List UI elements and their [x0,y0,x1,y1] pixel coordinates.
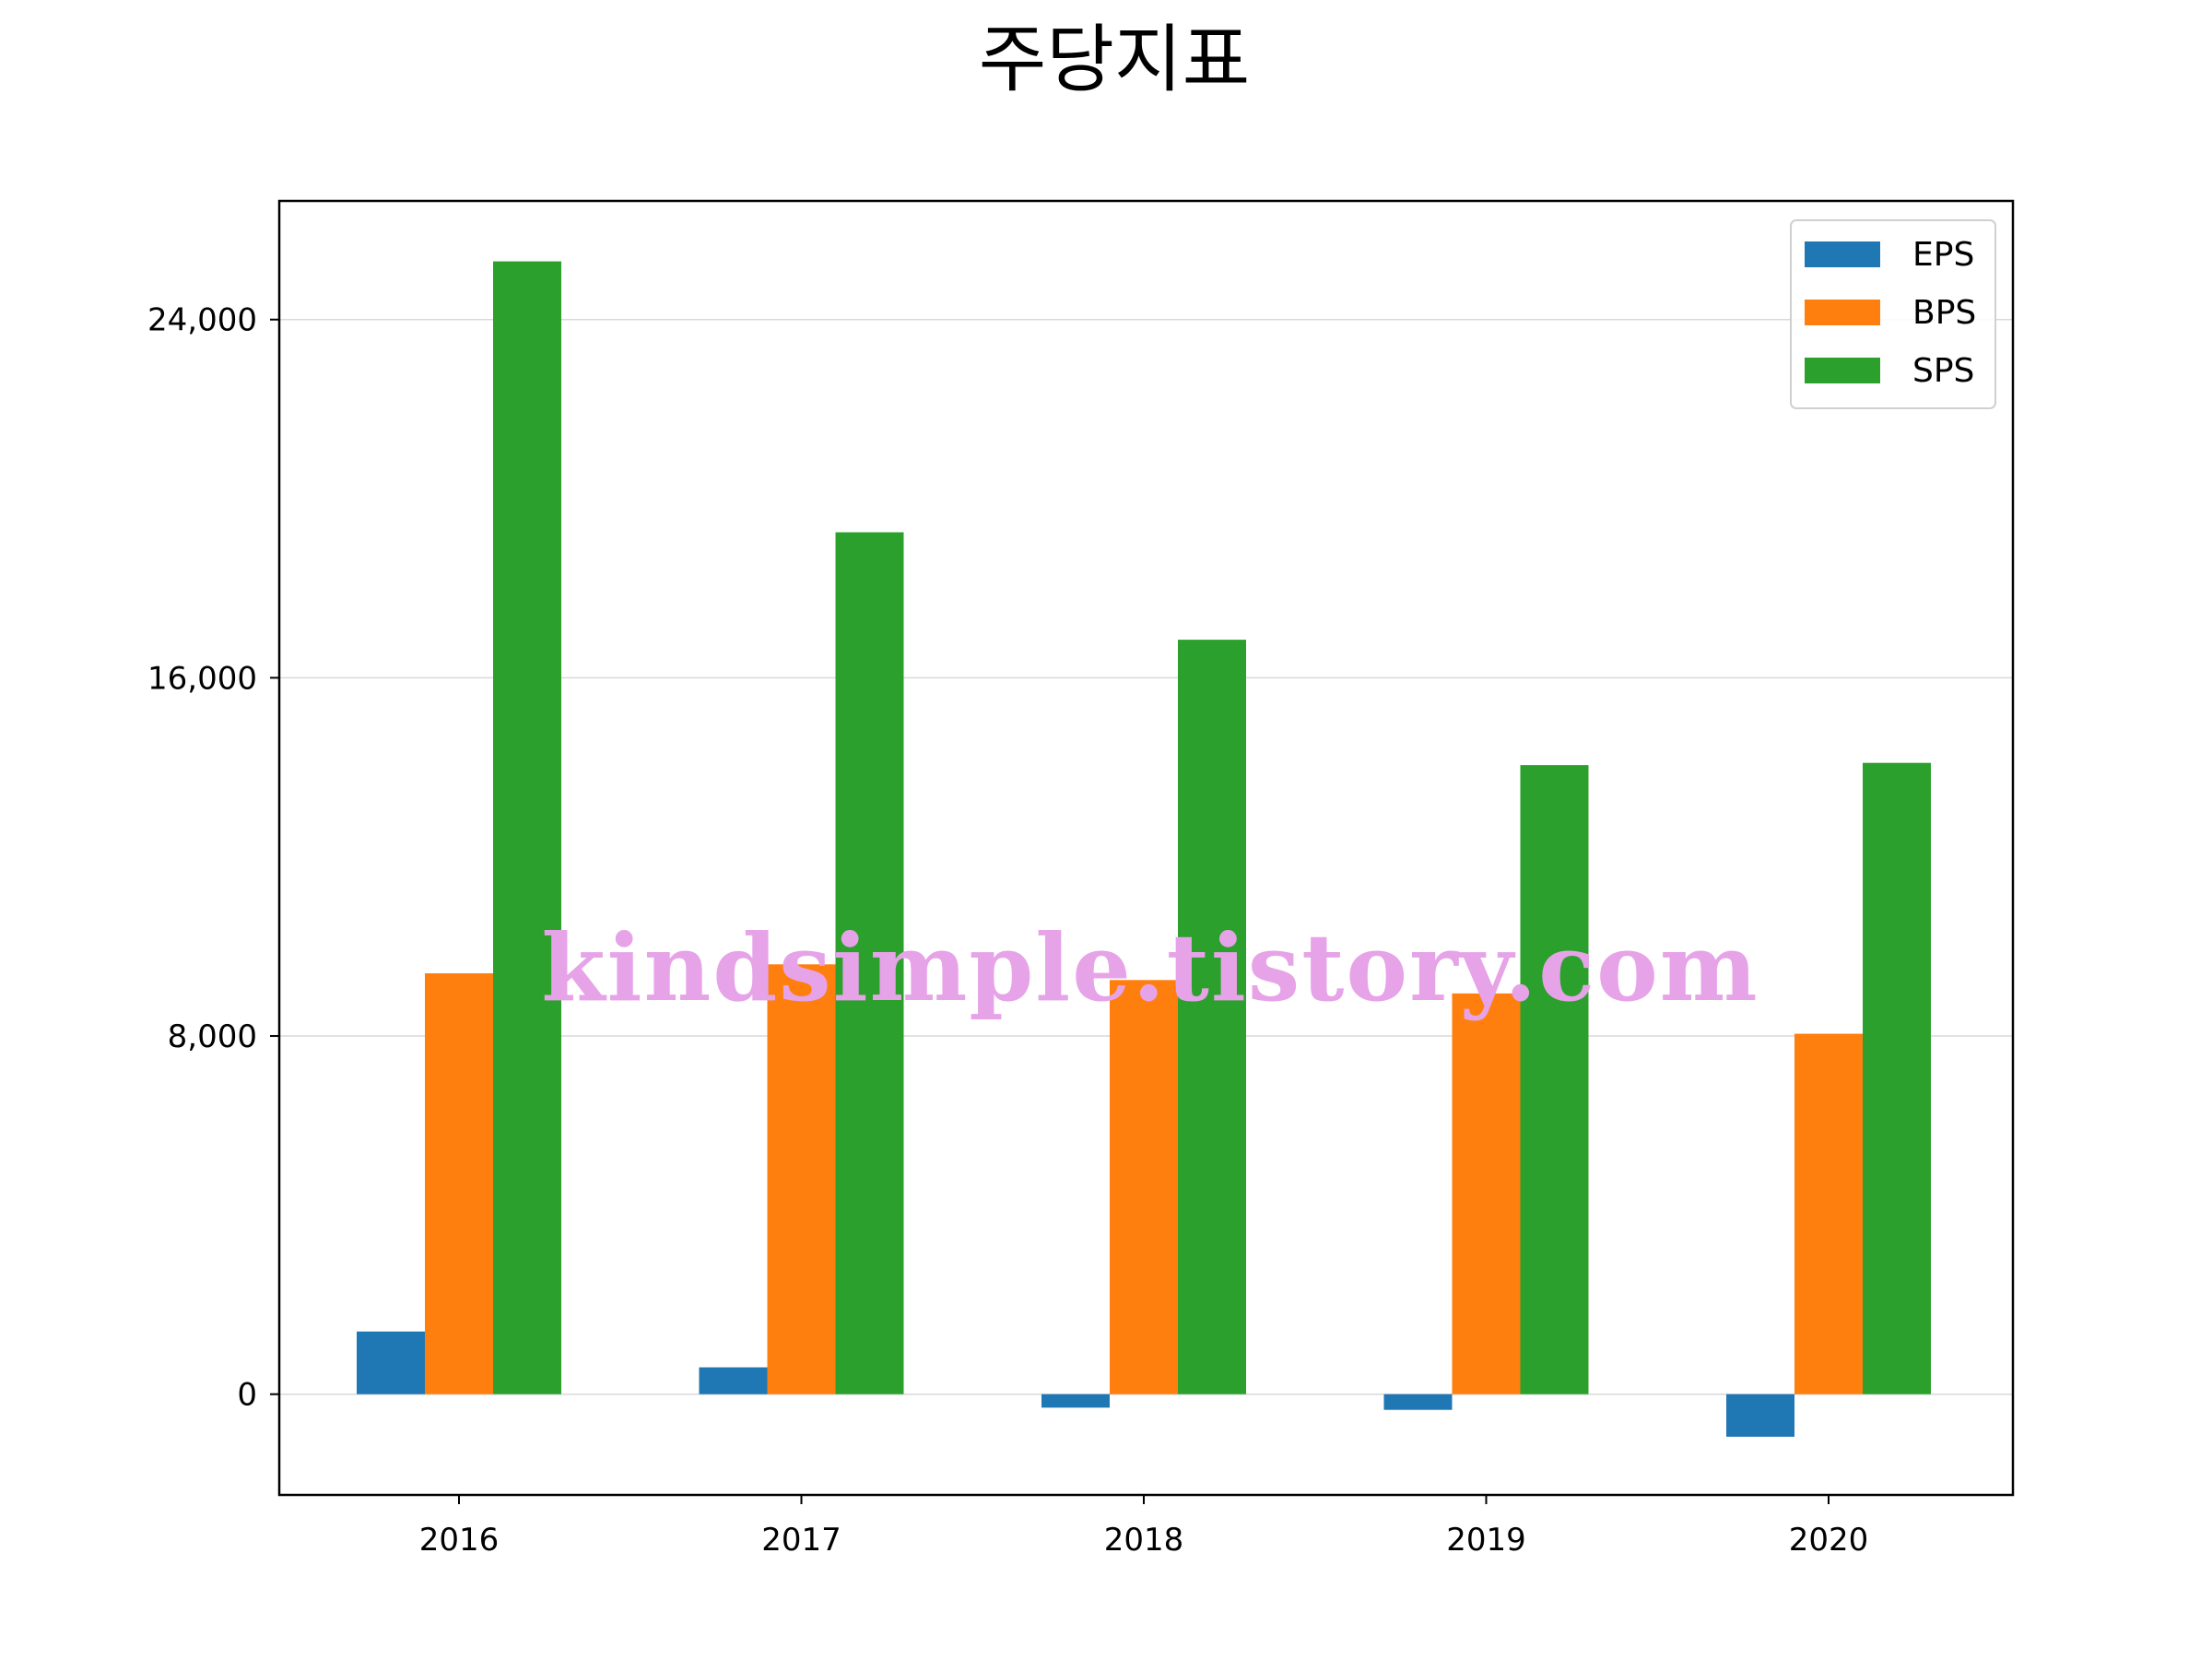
bar-bps-2018 [1110,980,1178,1394]
y-tick-label: 8,000 [168,1018,257,1055]
bar-sps-2017 [835,532,904,1394]
bar-bps-2017 [767,964,836,1394]
bars [357,261,1931,1437]
bar-eps-2020 [1726,1394,1794,1437]
plot-frame [277,199,2015,1497]
y-tick-label: 0 [237,1377,257,1414]
x-tick-label: 2019 [1446,1522,1526,1559]
bar-eps-2017 [699,1367,768,1394]
x-tick-label: 2020 [1789,1522,1869,1559]
x-tick-label: 2017 [761,1522,841,1559]
legend-swatch-sps [1805,358,1880,383]
legend-swatch-eps [1805,241,1880,267]
chart-title: 주당지표 [979,17,1250,102]
bar-bps-2020 [1794,1033,1863,1394]
y-tick-label: 24,000 [147,302,257,339]
y-tick-label: 16,000 [147,660,257,697]
y-axis: 0 8,000 16,000 24,000 [147,302,279,1414]
bar-eps-2019 [1383,1394,1453,1410]
bar-sps-2016 [493,261,561,1394]
legend-swatch-bps [1805,300,1880,325]
bar-bps-2016 [425,973,493,1394]
x-axis: 2016 2017 2018 2019 2020 [419,1495,1869,1559]
bar-sps-2020 [1863,762,1931,1394]
legend-label-bps: BPS [1912,294,1976,332]
legend: EPS BPS SPS [1790,219,1996,409]
x-tick-label: 2018 [1104,1522,1184,1559]
bar-sps-2019 [1520,765,1589,1394]
x-tick-label: 2016 [419,1522,500,1559]
watermark: kindsimple.tistory.com [541,913,1759,1022]
legend-label-eps: EPS [1912,236,1974,274]
legend-label-sps: SPS [1912,352,1974,390]
bar-bps-2019 [1452,993,1521,1394]
bar-sps-2018 [1178,640,1246,1394]
bar-eps-2018 [1041,1394,1110,1408]
bar-eps-2016 [357,1331,425,1394]
